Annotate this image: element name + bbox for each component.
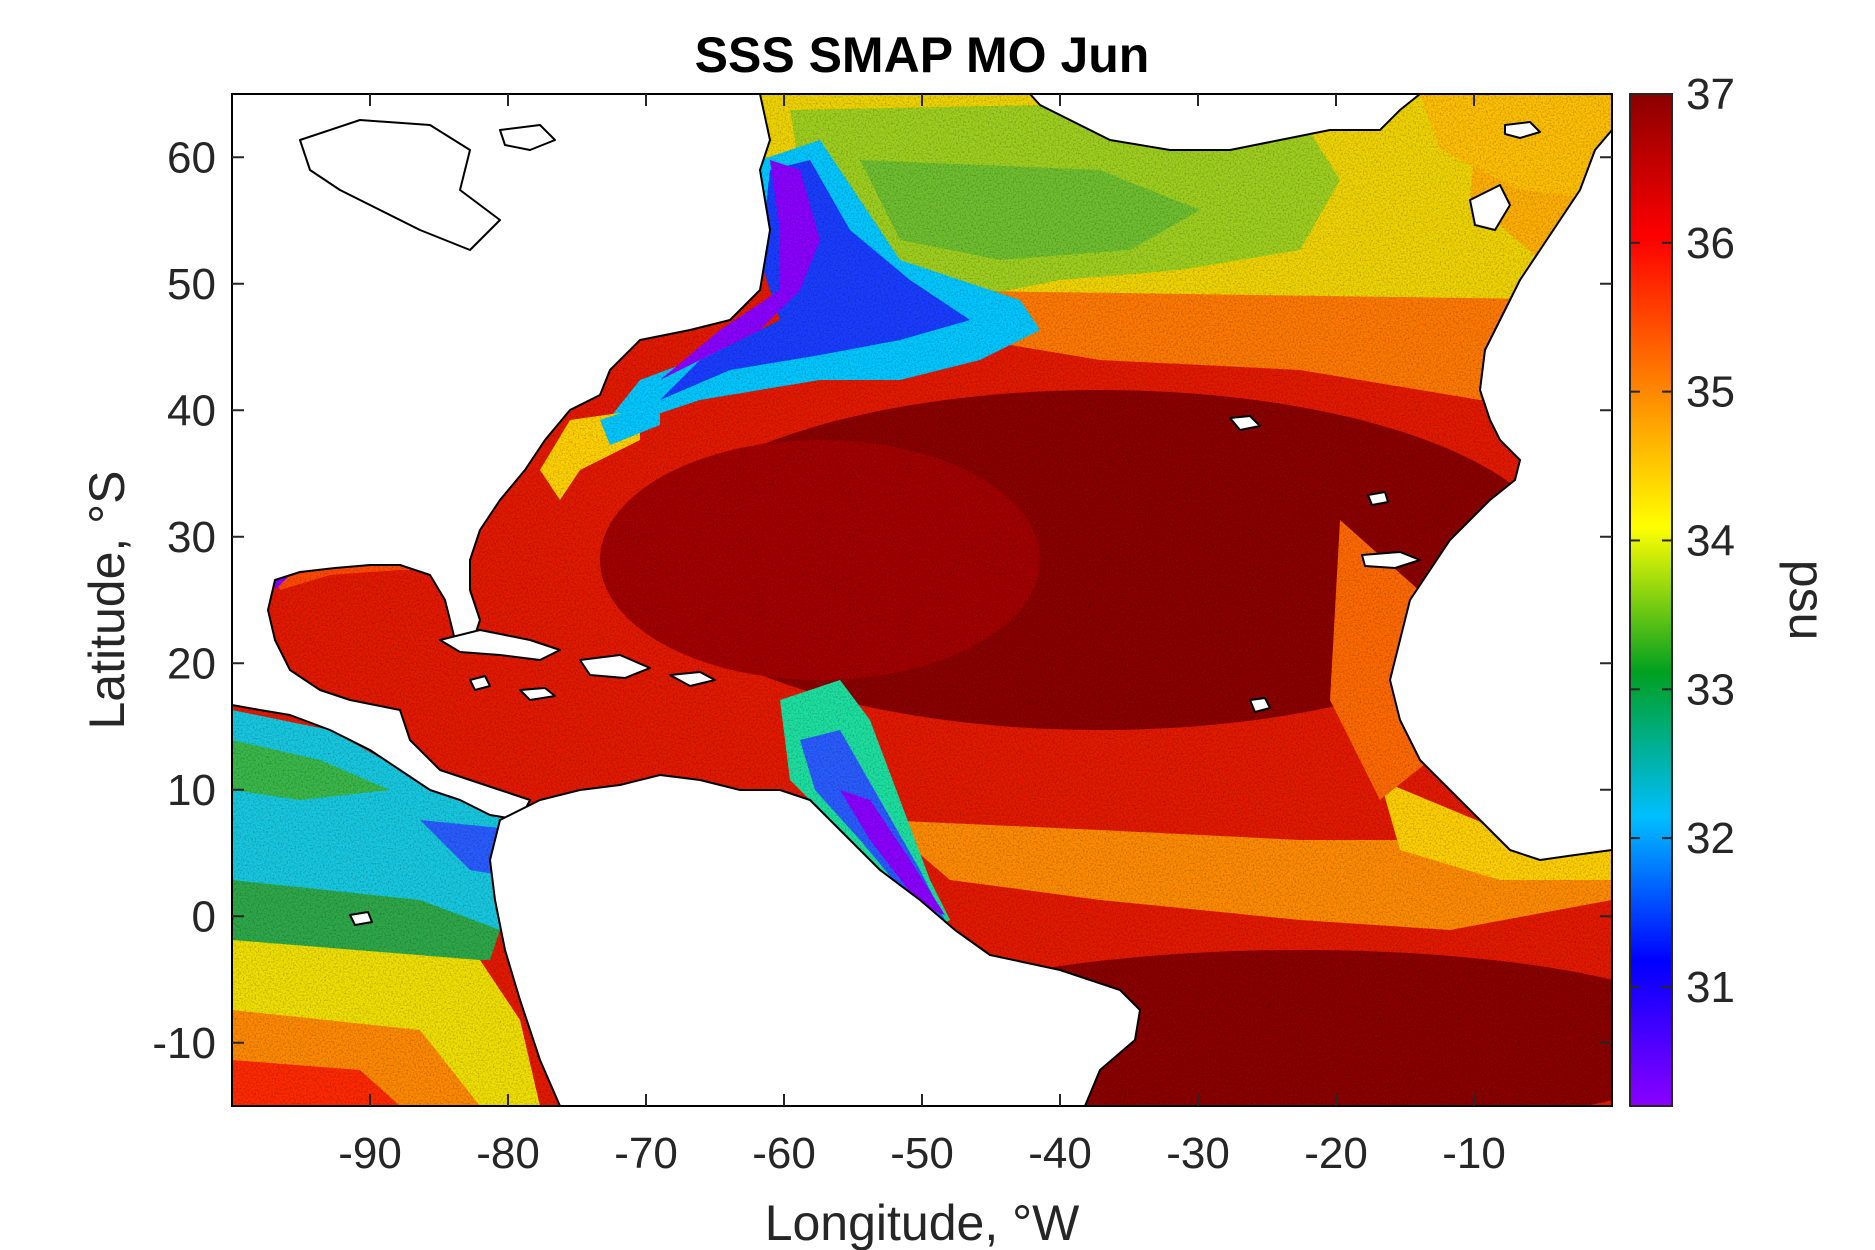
y-axis: -10 0 10 20 30 40 50 60 xyxy=(152,133,1612,1068)
y-tick-label: -10 xyxy=(152,1019,216,1068)
y-tick-label: 20 xyxy=(167,639,216,688)
colorbar xyxy=(1629,93,1673,1107)
colorbar-tick-label: 31 xyxy=(1686,963,1735,1012)
y-axis-label: Latitude, °S xyxy=(79,470,135,729)
x-tick-label: -80 xyxy=(476,1129,540,1178)
x-tick-label: -50 xyxy=(890,1129,954,1178)
x-axis-label: Longitude, °W xyxy=(765,1195,1080,1250)
colorbar-tick-label: 36 xyxy=(1686,219,1735,268)
colorbar-tick-label: 32 xyxy=(1686,814,1735,863)
x-tick-label: -90 xyxy=(338,1129,402,1178)
chart-title: SSS SMAP MO Jun xyxy=(695,27,1150,83)
colorbar-tick-label: 35 xyxy=(1686,368,1735,417)
x-tick-label: -10 xyxy=(1442,1129,1506,1178)
x-axis: -90 -80 -70 -60 -50 -40 -30 -20 -10 xyxy=(338,94,1506,1178)
x-tick-label: -30 xyxy=(1166,1129,1230,1178)
x-tick-label: -40 xyxy=(1028,1129,1092,1178)
y-tick-label: 0 xyxy=(192,892,216,941)
colorbar-tick-label: 34 xyxy=(1686,516,1735,565)
y-tick-label: 30 xyxy=(167,513,216,562)
colorbar-ticks: 31 32 33 34 35 36 37 xyxy=(1630,70,1735,1012)
salinity-field xyxy=(232,94,1612,1106)
colorbar-label: psu xyxy=(1779,560,1835,641)
colorbar-tick-label: 33 xyxy=(1686,665,1735,714)
coastline xyxy=(232,94,1612,1106)
y-tick-label: 60 xyxy=(167,133,216,182)
y-tick-label: 10 xyxy=(167,766,216,815)
x-tick-label: -60 xyxy=(752,1129,816,1178)
y-tick-label: 40 xyxy=(167,386,216,435)
x-tick-label: -70 xyxy=(614,1129,678,1178)
y-tick-label: 50 xyxy=(167,260,216,309)
x-tick-label: -20 xyxy=(1304,1129,1368,1178)
colorbar-tick-label: 37 xyxy=(1686,70,1735,119)
